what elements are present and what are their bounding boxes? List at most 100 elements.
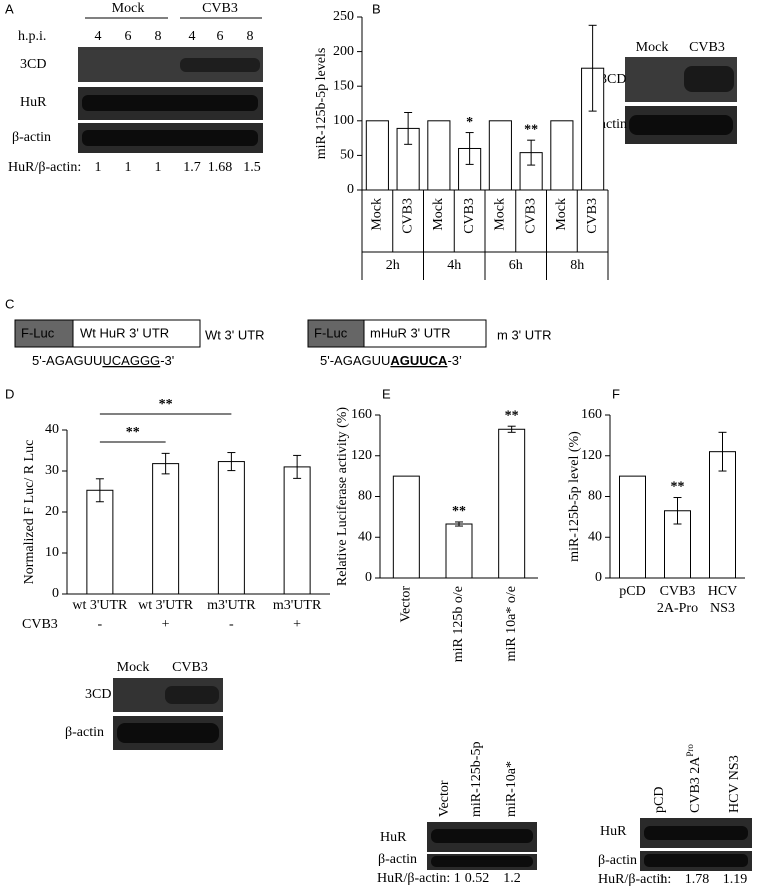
luc-label: F-Luc xyxy=(21,325,55,340)
bracket-label: ** xyxy=(159,397,173,412)
ratio: 0.52 xyxy=(465,871,490,886)
y-tick-label: 120 xyxy=(581,448,602,463)
y-tick-label: 0 xyxy=(347,182,354,197)
hpi-label: h.p.i. xyxy=(18,29,46,44)
group-label: CVB3 xyxy=(202,1,238,16)
x-tick-label: m3'UTR xyxy=(207,598,256,613)
ratio: 1.7 xyxy=(183,160,201,175)
significance: ** xyxy=(505,408,519,423)
luc-box xyxy=(14,319,74,348)
ratio: 1.2 xyxy=(503,871,521,886)
x-tick-label: CVB3 xyxy=(660,584,696,599)
blot-e: Vector miR-125b-5p miR-10a* HuR β-actin … xyxy=(377,742,537,886)
x-tick-label: Mock xyxy=(431,198,446,231)
y-tick-label: 10 xyxy=(45,545,59,560)
y-axis-label: Relative Luciferase activity (%) xyxy=(335,407,350,587)
sequence: 5'-AGAGUUUCAGGG-3' xyxy=(32,353,174,368)
ratio: 1.68 xyxy=(208,160,233,175)
blot-b: Mock CVB3 3CD β-actin xyxy=(588,40,737,144)
row-label: β-actin xyxy=(378,852,417,867)
sequence-site: UCAGGG xyxy=(102,353,160,368)
x-tick-label: Vector xyxy=(399,586,414,623)
x-tick-label: Mock xyxy=(554,198,569,231)
panel-label: F xyxy=(612,386,620,401)
bar xyxy=(392,475,420,579)
x-tick-label: CVB3 xyxy=(462,198,477,234)
row-value: - xyxy=(98,617,103,632)
lane-label: 8 xyxy=(247,29,254,44)
significance: ** xyxy=(524,122,538,137)
x-tick-label: miR 125b o/e xyxy=(451,586,466,662)
lane-text: CVB3 2A xyxy=(688,756,703,813)
bar xyxy=(445,523,473,579)
y-tick-label: 250 xyxy=(333,9,354,24)
lane-label: 4 xyxy=(95,29,102,44)
blot-band xyxy=(82,95,258,111)
x-tick-label: pCD xyxy=(619,584,645,599)
utr-box xyxy=(363,319,487,348)
bar xyxy=(498,428,526,579)
group-label: 4h xyxy=(447,258,461,273)
y-axis-label: Normalized F Luc/ R Luc xyxy=(22,440,37,585)
bar xyxy=(365,120,389,191)
ratio: 1 xyxy=(95,160,102,175)
y-tick-label: 20 xyxy=(45,504,59,519)
panel-label: D xyxy=(5,386,14,401)
sequence-site: AGUUCA xyxy=(390,353,448,368)
lane-label: CVB3 xyxy=(689,40,725,55)
panel-label: B xyxy=(372,1,381,16)
blot-d: Mock CVB3 3CD β-actin xyxy=(65,660,223,750)
y-tick-label: 30 xyxy=(45,463,59,478)
blot-band xyxy=(684,66,734,92)
x-tick-label: 2A-Pro xyxy=(657,601,698,616)
group-label: 8h xyxy=(570,258,584,273)
x-tick-label: Mock xyxy=(493,198,508,231)
significance: * xyxy=(466,115,473,130)
construct: F-Luc Wt HuR 3' UTR Wt 3' UTR 5'-AGAGUUU… xyxy=(14,319,265,368)
panel-label: C xyxy=(5,296,14,311)
bar xyxy=(550,120,574,191)
y-tick-label: 160 xyxy=(351,407,372,422)
y-tick-label: 40 xyxy=(358,529,372,544)
x-tick-label: HCV xyxy=(708,584,738,599)
row-label: β-actin xyxy=(598,853,637,868)
y-tick-label: 0 xyxy=(52,586,59,601)
ratio: 1.19 xyxy=(723,872,748,887)
y-tick-label: 40 xyxy=(588,529,602,544)
bar xyxy=(283,466,311,595)
row-value: + xyxy=(162,617,170,632)
blot-band xyxy=(82,130,258,146)
row-label: CVB3 xyxy=(22,617,58,632)
lane-label: CVB3 xyxy=(172,660,208,675)
panel-label: A xyxy=(5,1,14,16)
blot-band xyxy=(431,856,533,867)
x-tick-label: NS3 xyxy=(710,601,735,616)
blot-band xyxy=(431,829,533,843)
lane-label: Mock xyxy=(636,40,669,55)
utr-box xyxy=(72,319,201,348)
lane-label: CVB3 2APro xyxy=(685,744,703,813)
group-label: Mock xyxy=(112,1,145,16)
ratio-label: HuR/β-actin: xyxy=(8,160,81,175)
row-label: β-actin xyxy=(65,725,104,740)
bar xyxy=(664,510,691,579)
panel-label: E xyxy=(382,386,391,401)
blot-band xyxy=(180,58,260,72)
row-label: HuR xyxy=(600,824,627,839)
lane-label: miR-10a* xyxy=(504,761,519,817)
bar xyxy=(217,461,245,595)
y-tick-label: 100 xyxy=(333,113,354,128)
construct-name: m 3' UTR xyxy=(497,327,551,342)
utr-label: Wt HuR 3' UTR xyxy=(80,325,169,340)
y-tick-label: 200 xyxy=(333,44,354,59)
luc-label: F-Luc xyxy=(314,325,348,340)
y-tick-label: 40 xyxy=(45,422,59,437)
group-label: 6h xyxy=(509,258,523,273)
blot-a: Mock CVB3 h.p.i. 4 6 8 4 6 8 3CD HuR β-a… xyxy=(8,1,263,175)
row-value: - xyxy=(229,617,234,632)
construct: F-Luc mHuR 3' UTR m 3' UTR 5'-AGAGUUAGUU… xyxy=(307,319,551,368)
y-axis-label: miR-125b-5p level (%) xyxy=(567,431,582,562)
row-label: 3CD xyxy=(85,687,111,702)
x-tick-label: wt 3'UTR xyxy=(72,598,128,613)
bracket-label: ** xyxy=(126,425,140,440)
